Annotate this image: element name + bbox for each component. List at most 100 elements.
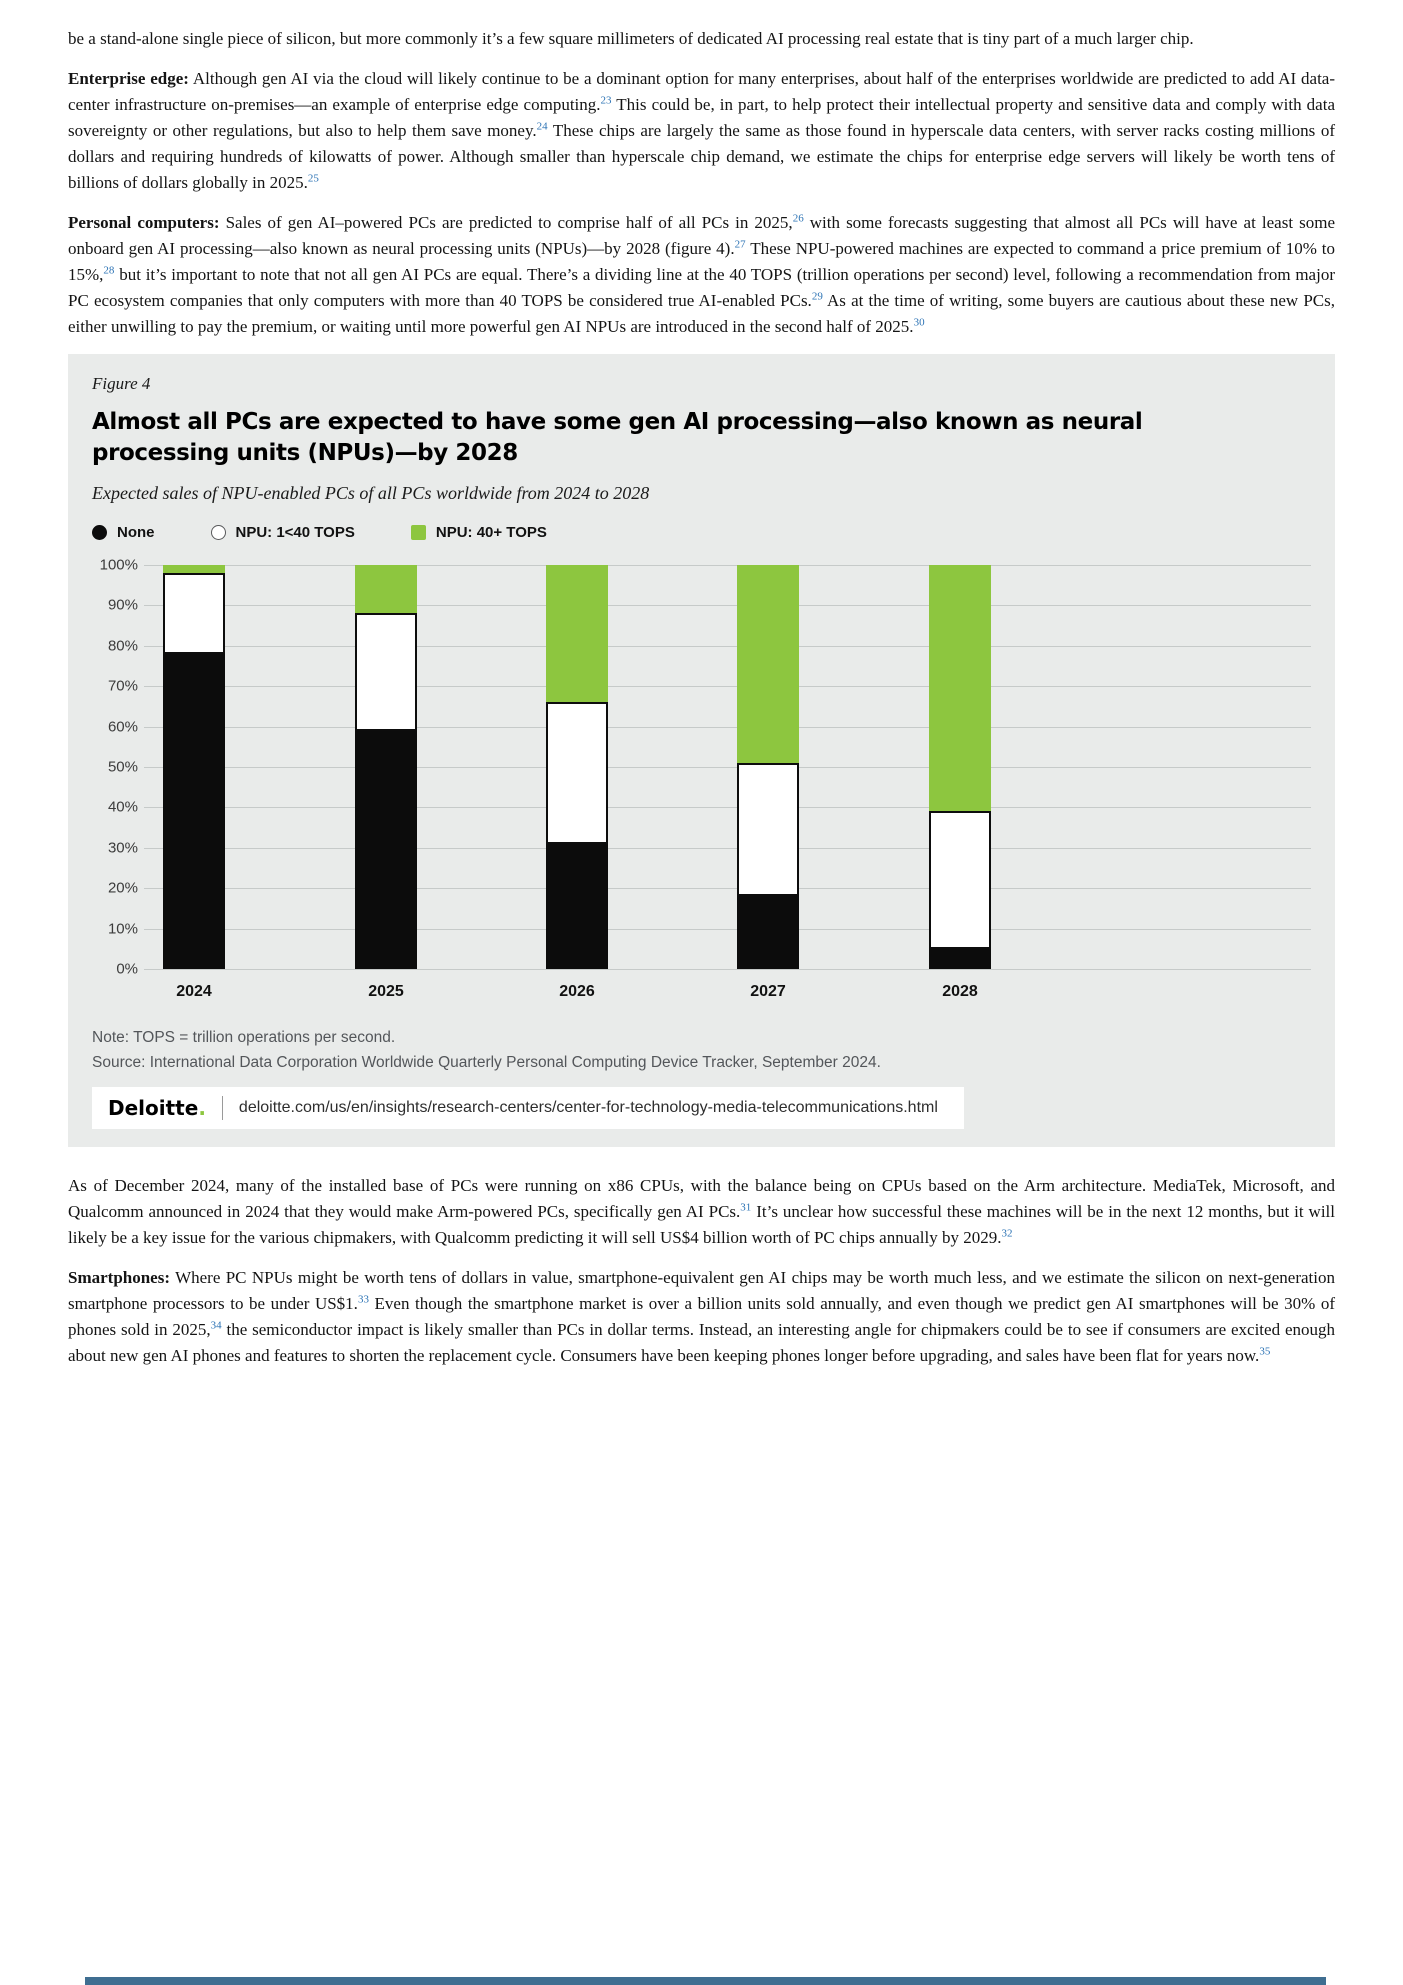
body-text-bottom: As of December 2024, many of the install… [68, 1173, 1335, 1369]
circle-filled-legend-icon [92, 525, 107, 540]
footnote-ref[interactable]: 27 [734, 238, 746, 251]
text-run: It’s unclear how successful these machin… [68, 1202, 1335, 1247]
deloitte-logo-text: Deloitte [108, 1096, 199, 1120]
chart-legend: None NPU: 1<40 TOPS NPU: 40+ TOPS [92, 524, 1311, 541]
gridline [144, 565, 1311, 566]
page-content: be a stand-alone single piece of silicon… [68, 26, 1335, 1369]
bar-2028 [929, 565, 991, 969]
body-paragraph: Personal computers: Sales of gen AI–powe… [68, 210, 1335, 340]
gridline [144, 767, 1311, 768]
x-tick-label: 2028 [942, 983, 978, 1000]
bar-segment-none [546, 843, 608, 969]
text-run: the semiconductor impact is likely small… [68, 1320, 1335, 1365]
body-paragraph: Smartphones: Where PC NPUs might be wort… [68, 1265, 1335, 1369]
text-run: As of December 2024, many of the install… [68, 1176, 1335, 1221]
deloitte-logo-dot: . [198, 1096, 206, 1120]
paragraph-lead: Enterprise edge: [68, 69, 189, 88]
text-run: with some forecasts suggesting that almo… [68, 213, 1335, 258]
bar-2026 [546, 565, 608, 969]
bar-segment-npu-40-tops [929, 565, 991, 812]
legend-label: None [117, 524, 155, 541]
legend-item: NPU: 40+ TOPS [410, 524, 547, 541]
page-footer-bar [85, 1977, 1326, 1985]
bar-segment-none [163, 653, 225, 969]
bar-segment-npu-1-40-tops [737, 762, 799, 897]
bar-2024 [163, 565, 225, 969]
figure-title: Almost all PCs are expected to have some… [92, 409, 1143, 466]
deloitte-logo: Deloitte. [108, 1096, 206, 1120]
bar-2027 [737, 565, 799, 969]
footnote-ref[interactable]: 32 [1001, 1227, 1013, 1240]
y-tick-label: 40% [107, 798, 138, 816]
paragraph-lead: Personal computers: [68, 213, 220, 232]
y-tick-label: 70% [107, 677, 138, 695]
gridline [144, 969, 1311, 970]
footnote-ref[interactable]: 28 [103, 264, 115, 277]
brand-bar: Deloitte. deloitte.com/us/en/insights/re… [92, 1087, 964, 1129]
bar-segment-none [355, 730, 417, 969]
x-axis: 2024 2025 2026 2027 2028 [144, 977, 1311, 1009]
footnote-ref[interactable]: 30 [913, 316, 925, 329]
bar-2025 [355, 565, 417, 969]
text-run: be a stand-alone single piece of silicon… [68, 29, 1194, 48]
text-run: Even though the smartphone market is ove… [68, 1294, 1336, 1339]
gridline [144, 888, 1311, 890]
footnote-ref[interactable]: 24 [536, 120, 548, 133]
y-tick-label: 0% [116, 960, 138, 978]
text-run: Sales of gen AI–powered PCs are predicte… [219, 213, 793, 232]
body-paragraph: As of December 2024, many of the install… [68, 1173, 1335, 1251]
bar-segment-none [737, 896, 799, 969]
gridline [144, 726, 1311, 728]
bar-segment-npu-40-tops [163, 565, 225, 574]
legend-item: None [92, 524, 155, 541]
footnote-ref[interactable]: 34 [210, 1319, 222, 1332]
square-filled-legend-icon [410, 525, 426, 540]
footnote-ref[interactable]: 23 [600, 94, 612, 107]
figure-4: Figure 4 Almost all PCs are expected to … [68, 354, 1335, 1147]
insights-url-link[interactable]: deloitte.com/us/en/insights/research-cen… [238, 1099, 938, 1116]
y-tick-label: 80% [107, 637, 138, 655]
figure-subtitle: Expected sales of NPU-enabled PCs of all… [92, 483, 650, 503]
bar-segment-npu-1-40-tops [355, 613, 417, 731]
bar-segment-npu-40-tops [546, 565, 608, 703]
plot-wrap: 100% 90% 80% 70% 60% 50% 40% 30% 20% 10% 0% [92, 557, 1311, 978]
npu-stacked-bar-chart: 100% 90% 80% 70% 60% 50% 40% 30% 20% 10% 0% 2024 20… [92, 557, 1311, 1009]
y-tick-label: 100% [99, 556, 138, 574]
x-tick-label: 2025 [368, 983, 404, 1000]
x-tick-label: 2024 [176, 983, 212, 1000]
footnote-ref[interactable]: 25 [307, 172, 319, 185]
figure-note: Note: TOPS = trillion operations per sec… [92, 1029, 396, 1046]
bar-segment-npu-40-tops [737, 565, 799, 763]
legend-label: NPU: 1<40 TOPS [235, 524, 355, 541]
y-tick-label: 20% [107, 879, 138, 897]
y-tick-label: 60% [107, 718, 138, 736]
footnote-ref[interactable]: 29 [811, 290, 823, 303]
body-text-top: be a stand-alone single piece of silicon… [68, 26, 1335, 340]
bar-segment-npu-40-tops [355, 565, 417, 614]
figure-label: Figure 4 [92, 374, 151, 393]
footnote-ref[interactable]: 26 [792, 212, 804, 225]
circle-outline-legend-icon [210, 525, 226, 540]
y-tick-label: 10% [107, 920, 138, 938]
text-run: As at the time of writing, some buyers a… [68, 291, 1335, 336]
x-tick-label: 2027 [750, 983, 786, 1000]
footnote-ref[interactable]: 33 [357, 1293, 369, 1306]
x-tick-label: 2026 [559, 983, 595, 1000]
footnote-ref[interactable]: 35 [1259, 1345, 1271, 1358]
footnote-ref[interactable]: 31 [740, 1201, 752, 1214]
gridline [144, 686, 1311, 688]
gridline [144, 807, 1311, 809]
legend-item: NPU: 1<40 TOPS [210, 524, 355, 541]
text-run: but it’s important to note that not all … [68, 265, 1335, 310]
gridline [144, 928, 1311, 930]
y-tick-label: 50% [107, 758, 138, 776]
text-run: Where PC NPUs might be worth tens of dol… [68, 1268, 1335, 1313]
paragraph-lead: Smartphones: [68, 1268, 171, 1287]
bar-segment-none [929, 948, 991, 969]
plot-area [144, 565, 1311, 970]
text-run: These NPU-powered machines are expected … [68, 239, 1335, 284]
y-tick-label: 30% [107, 839, 138, 857]
bar-segment-npu-1-40-tops [163, 573, 225, 654]
y-tick-label: 90% [107, 596, 138, 614]
